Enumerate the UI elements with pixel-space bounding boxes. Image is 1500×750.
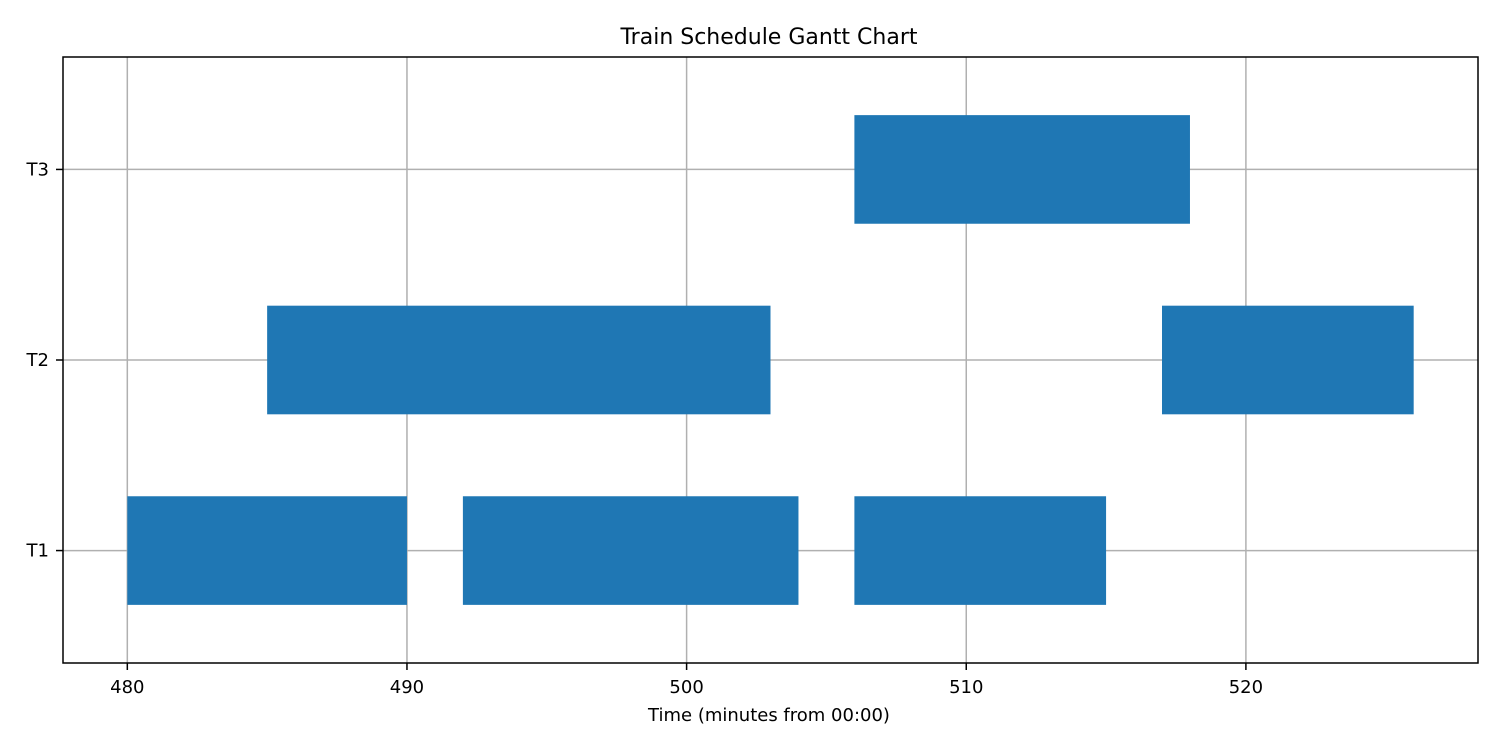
schedule-bar-t1 bbox=[462, 496, 799, 605]
schedule-bar-t3 bbox=[854, 115, 1190, 224]
y-tick-label: T1 bbox=[26, 541, 49, 562]
x-axis-label: Time (minutes from 00:00) bbox=[647, 705, 890, 726]
y-tick-label: T2 bbox=[26, 350, 49, 371]
schedule-bar-t1 bbox=[127, 496, 407, 605]
schedule-bar-t2 bbox=[267, 305, 771, 415]
x-tick-label: 510 bbox=[949, 677, 983, 698]
y-tick-label: T3 bbox=[26, 159, 49, 180]
x-tick-label: 480 bbox=[110, 677, 144, 698]
schedule-bar-t1 bbox=[854, 496, 1107, 605]
chart-title: Train Schedule Gantt Chart bbox=[619, 25, 917, 50]
schedule-bar-t2 bbox=[1162, 305, 1414, 415]
bars-layer bbox=[127, 115, 1414, 605]
ticks-layer: 480 490 500 510 520 T1 T2 T3 bbox=[26, 159, 1264, 698]
x-tick-label: 520 bbox=[1229, 677, 1263, 698]
x-tick-label: 500 bbox=[669, 677, 703, 698]
plot-frame bbox=[62, 56, 1479, 664]
x-tick-label: 490 bbox=[390, 677, 424, 698]
